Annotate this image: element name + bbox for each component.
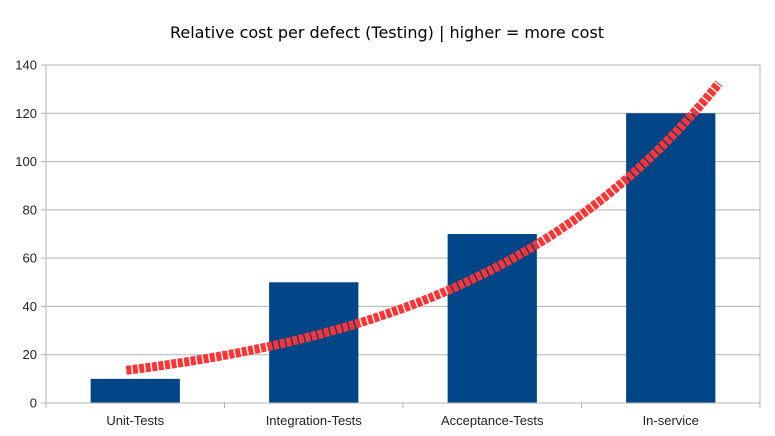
y-tick-label: 20 — [23, 347, 37, 362]
x-tick-labels: Unit-Tests Integration-Tests Acceptance-Te… — [106, 413, 699, 428]
y-tick-label: 100 — [15, 154, 37, 169]
x-tick-label: Unit-Tests — [106, 413, 164, 428]
y-tick-label: 80 — [23, 202, 37, 217]
y-tick-label: 120 — [15, 106, 37, 121]
x-tick-label: Integration-Tests — [266, 413, 363, 428]
y-tick-label: 40 — [23, 299, 37, 314]
y-tick-label: 0 — [30, 396, 37, 411]
x-tick-label: In-service — [643, 413, 699, 428]
bars — [90, 113, 716, 404]
chart-title: Relative cost per defect (Testing) | hig… — [170, 23, 604, 42]
y-tick-label: 140 — [15, 58, 37, 73]
axes — [45, 65, 761, 408]
bar-acceptance-tests — [447, 234, 537, 403]
x-tick-label: Acceptance-Tests — [441, 413, 544, 428]
y-tick-label: 60 — [23, 251, 37, 266]
bar-unit-tests — [90, 378, 180, 403]
bar-in-service — [626, 113, 716, 404]
y-tick-labels: 0 20 40 60 80 100 120 140 — [15, 58, 37, 411]
trend-line-layer — [125, 80, 723, 375]
trend-line — [125, 80, 723, 375]
